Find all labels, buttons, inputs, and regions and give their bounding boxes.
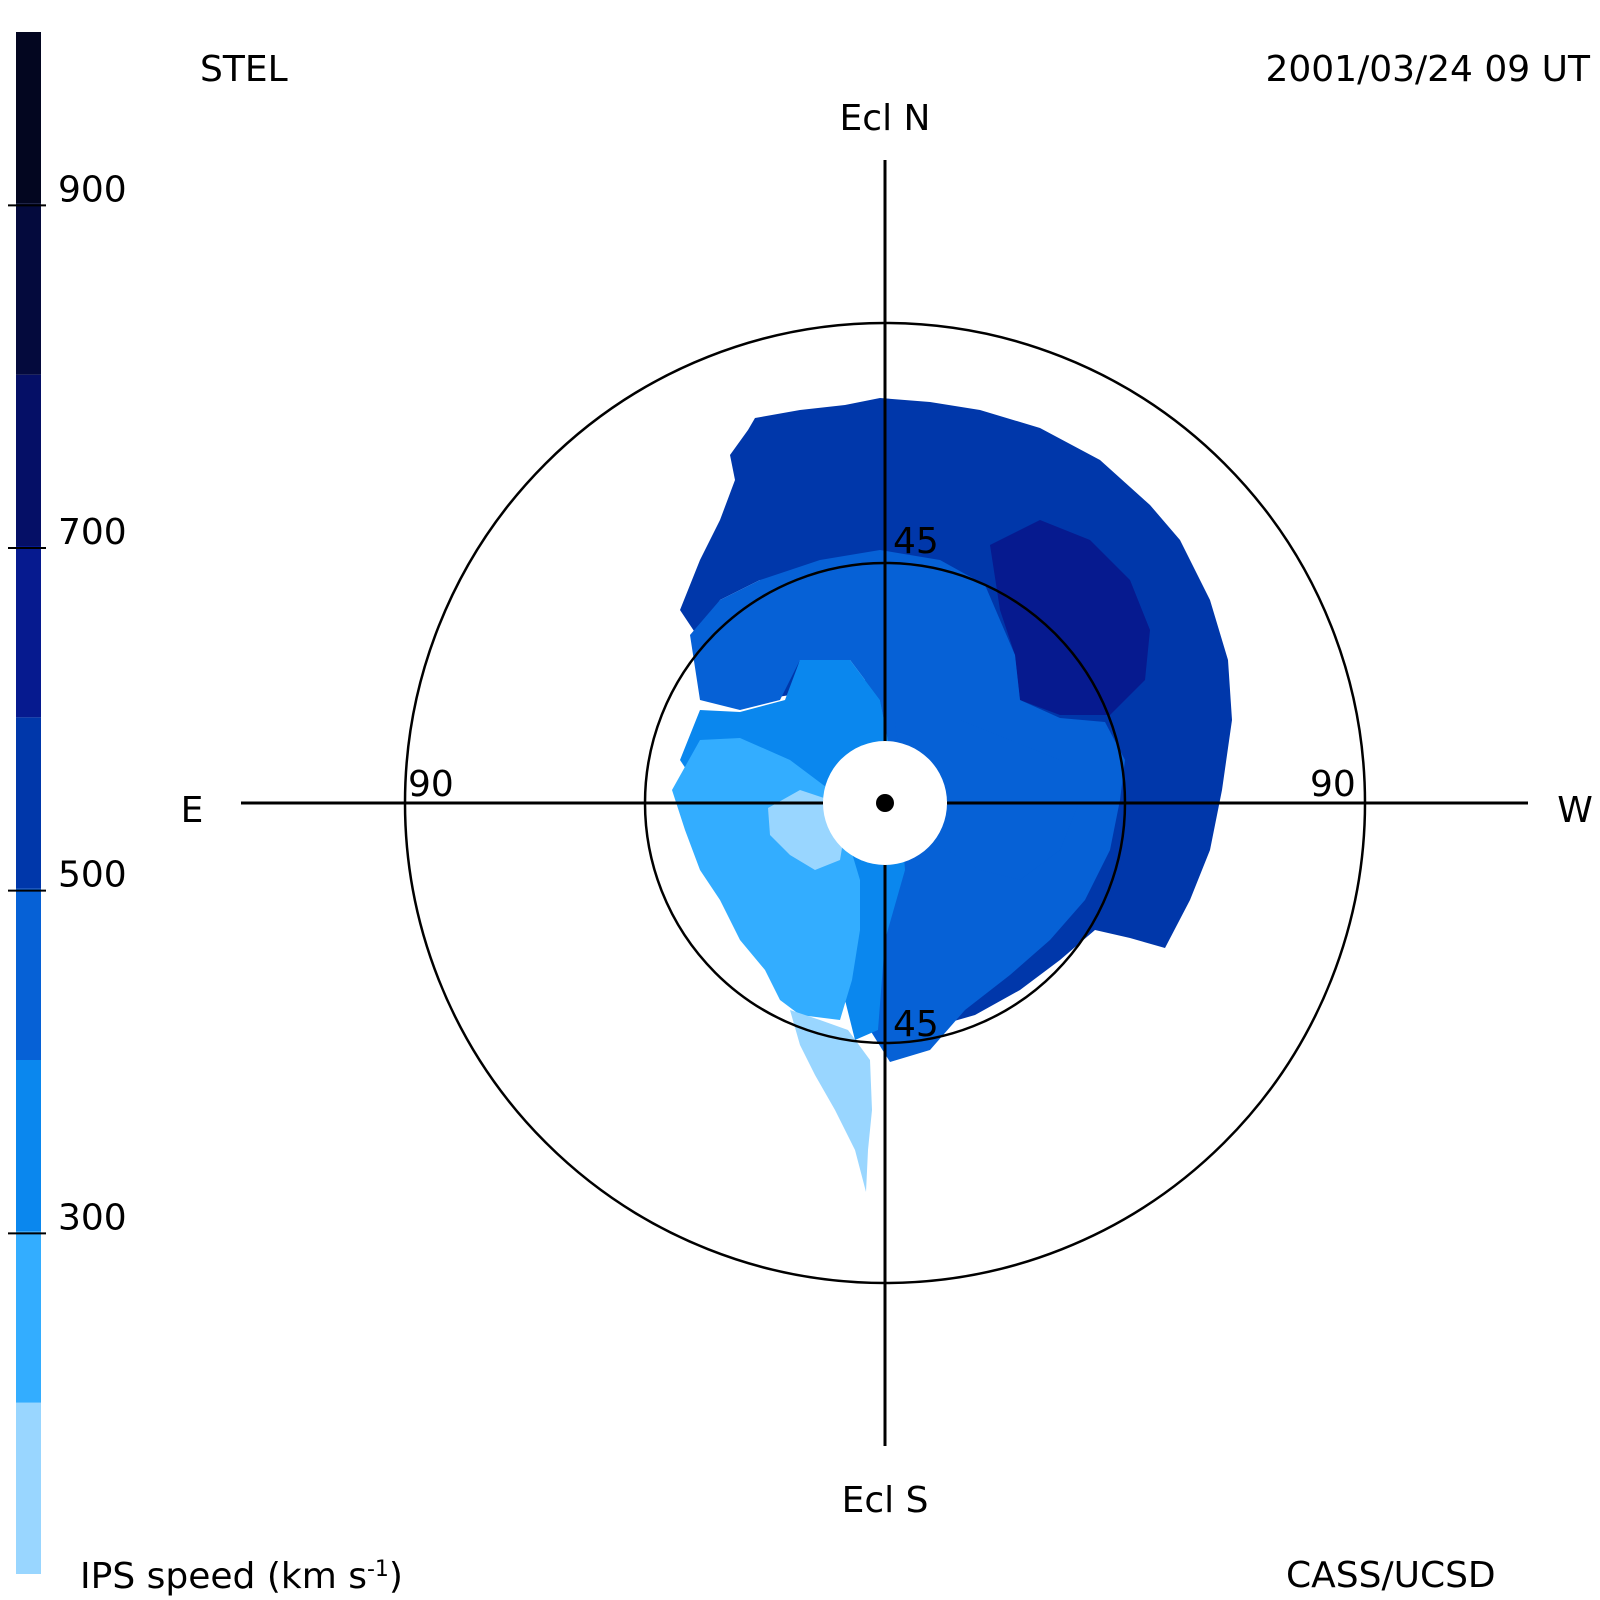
speed-map <box>672 398 1232 1192</box>
colorbar-label-close: ) <box>389 1556 403 1597</box>
colorbar-band-0 <box>16 1402 41 1574</box>
ecl-south-label: Ecl S <box>842 1480 929 1521</box>
polar-grid <box>241 160 1528 1446</box>
colorbar-band-4 <box>16 717 41 889</box>
sun-marker <box>876 794 894 812</box>
colorbar-label-exponent: -1 <box>367 1557 389 1582</box>
ring-90-east-label: 90 <box>408 764 454 805</box>
ring-45-north-label: 45 <box>893 521 939 562</box>
colorbar-tick-label-500: 500 <box>58 855 127 896</box>
west-label: W <box>1557 790 1593 831</box>
region-600-700 <box>990 520 1150 715</box>
region-100-200-tail <box>790 1010 872 1192</box>
credit-label: CASS/UCSD <box>1286 1555 1496 1596</box>
region-400-500-center-east <box>895 720 1080 880</box>
ecl-north-label: Ecl N <box>840 98 931 139</box>
colorbar-tick-label-700: 700 <box>58 512 127 553</box>
colorbar-band-7 <box>16 203 41 375</box>
instrument-label: STEL <box>200 49 288 90</box>
east-label: E <box>181 790 204 831</box>
colorbar-band-3 <box>16 888 41 1060</box>
colorbar-label: IPS speed (km s-1) <box>80 1556 403 1597</box>
colorbar-band-5 <box>16 546 41 718</box>
colorbar-tick-label-900: 900 <box>58 169 127 210</box>
colorbar-band-8 <box>16 32 41 204</box>
colorbar-band-2 <box>16 1060 41 1232</box>
colorbar-tick-label-300: 300 <box>58 1197 127 1238</box>
ring-45-south-label: 45 <box>893 1004 939 1045</box>
colorbar-label-main: IPS speed (km s <box>80 1556 367 1597</box>
colorbar-band-6 <box>16 374 41 546</box>
timestamp-label: 2001/03/24 09 UT <box>1265 49 1590 90</box>
ring-90-west-label: 90 <box>1310 764 1356 805</box>
colorbar: 300 500 700 900 <box>8 32 127 1574</box>
colorbar-band-1 <box>16 1231 41 1403</box>
